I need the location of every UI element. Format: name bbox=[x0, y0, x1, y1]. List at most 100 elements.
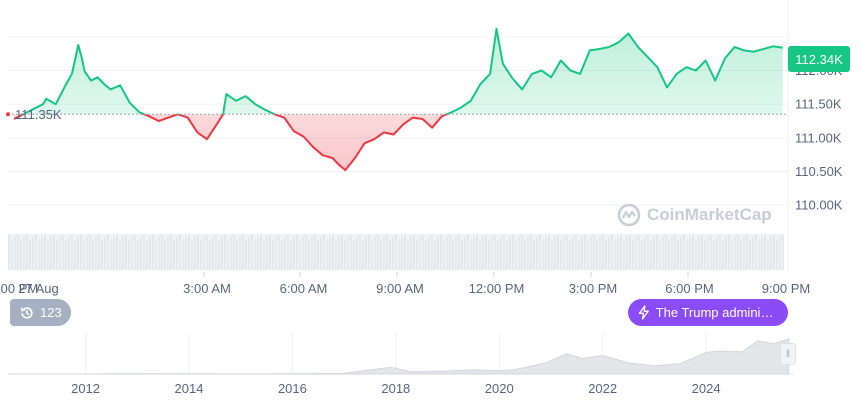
volume-bar bbox=[404, 234, 406, 270]
volume-bar bbox=[386, 234, 388, 270]
volume-bar bbox=[596, 240, 598, 270]
volume-bar bbox=[680, 237, 682, 270]
volume-bar bbox=[695, 240, 697, 270]
volume-bar bbox=[569, 240, 571, 270]
volume-bar bbox=[773, 234, 775, 270]
volume-bar bbox=[611, 234, 613, 270]
volume-bar bbox=[191, 240, 193, 270]
volume-bar bbox=[248, 237, 250, 270]
volume-bar bbox=[722, 240, 724, 270]
volume-bar bbox=[116, 234, 118, 270]
volume-bar bbox=[104, 237, 106, 270]
events-count: 123 bbox=[40, 305, 62, 320]
volume-bar bbox=[452, 240, 454, 270]
volume-bar bbox=[704, 240, 706, 270]
volume-bar bbox=[161, 234, 163, 270]
navigator[interactable]: 2012 2014 2016 2018 2020 2022 2024 bbox=[8, 333, 794, 396]
volume-bar bbox=[479, 240, 481, 270]
volume-bar bbox=[599, 237, 601, 270]
volume-bar bbox=[482, 237, 484, 270]
volume-bar bbox=[134, 234, 136, 270]
volume-bar bbox=[668, 240, 670, 270]
volume-bar bbox=[170, 234, 172, 270]
volume-bar bbox=[725, 237, 727, 270]
volume-bar bbox=[581, 237, 583, 270]
volume-bar bbox=[677, 240, 679, 270]
series-line-up bbox=[21, 27, 783, 115]
volume-bar bbox=[455, 237, 457, 270]
volume-bar bbox=[278, 234, 280, 270]
volume-bar bbox=[338, 237, 340, 270]
volume-bar bbox=[749, 240, 751, 270]
volume-bar bbox=[728, 234, 730, 270]
news-event-button[interactable]: The Trump administ... bbox=[628, 299, 788, 326]
volume-bar bbox=[512, 234, 514, 270]
volume-bar bbox=[146, 240, 148, 270]
area-below-baseline bbox=[14, 114, 783, 171]
x-tick-label: 3:00 AM bbox=[183, 281, 231, 296]
volume-bar bbox=[716, 237, 718, 270]
volume-bar bbox=[179, 234, 181, 270]
drag-handle-icon: ‖ bbox=[785, 348, 791, 360]
volume-bar bbox=[308, 240, 310, 270]
volume-bar bbox=[281, 240, 283, 270]
volume-bar bbox=[632, 240, 634, 270]
volume-bar bbox=[542, 240, 544, 270]
volume-bar bbox=[125, 234, 127, 270]
x-tick-label: 9:00 PM bbox=[0, 281, 38, 296]
volume-bar bbox=[50, 237, 52, 270]
volume-bar bbox=[371, 240, 373, 270]
volume-bar bbox=[173, 240, 175, 270]
navigator-area bbox=[8, 338, 790, 375]
x-tick-label: 9:00 PM bbox=[762, 281, 810, 296]
volume-bar bbox=[710, 234, 712, 270]
volume-bar bbox=[527, 237, 529, 270]
volume-bar bbox=[521, 234, 523, 270]
volume-bar bbox=[365, 237, 367, 270]
volume-bar bbox=[560, 240, 562, 270]
volume-bar bbox=[158, 237, 160, 270]
events-count-button[interactable]: 123 bbox=[10, 299, 71, 326]
volume-bar bbox=[776, 240, 778, 270]
volume-bar bbox=[764, 234, 766, 270]
volume-bar bbox=[731, 240, 733, 270]
volume-bar bbox=[11, 240, 13, 270]
volume-bar bbox=[395, 234, 397, 270]
volume-bar bbox=[614, 240, 616, 270]
price-line bbox=[13, 27, 783, 172]
volume-bar bbox=[548, 234, 550, 270]
volume-bar bbox=[389, 240, 391, 270]
volume-bar bbox=[545, 237, 547, 270]
volume-bar bbox=[422, 234, 424, 270]
volume-bar bbox=[266, 237, 268, 270]
volume-bar bbox=[671, 237, 673, 270]
volume-bar bbox=[551, 240, 553, 270]
volume-bar bbox=[566, 234, 568, 270]
volume-bar bbox=[230, 237, 232, 270]
volume-bar bbox=[563, 237, 565, 270]
navigator-drag-handle[interactable]: ‖ bbox=[780, 343, 796, 365]
volume-bar bbox=[215, 234, 217, 270]
watermark-text: CoinMarketCap bbox=[647, 205, 772, 224]
volume-bar bbox=[755, 234, 757, 270]
volume-bar bbox=[539, 234, 541, 270]
volume-bar bbox=[14, 237, 16, 270]
volume-bar bbox=[77, 237, 79, 270]
grid-lines bbox=[8, 0, 789, 272]
volume-bar bbox=[131, 237, 133, 270]
volume-bar bbox=[380, 240, 382, 270]
volume-bar bbox=[35, 234, 37, 270]
current-price-value: 112.34K bbox=[795, 51, 843, 67]
volume-bar bbox=[356, 237, 358, 270]
volume-bar bbox=[437, 237, 439, 270]
volume-bar bbox=[44, 234, 46, 270]
navigator-year-label: 2024 bbox=[692, 381, 721, 396]
volume-bar bbox=[575, 234, 577, 270]
volume-bar bbox=[410, 237, 412, 270]
volume-bar bbox=[659, 240, 661, 270]
volume-bar bbox=[626, 237, 628, 270]
volume-bar bbox=[272, 240, 274, 270]
volume-bar bbox=[608, 237, 610, 270]
